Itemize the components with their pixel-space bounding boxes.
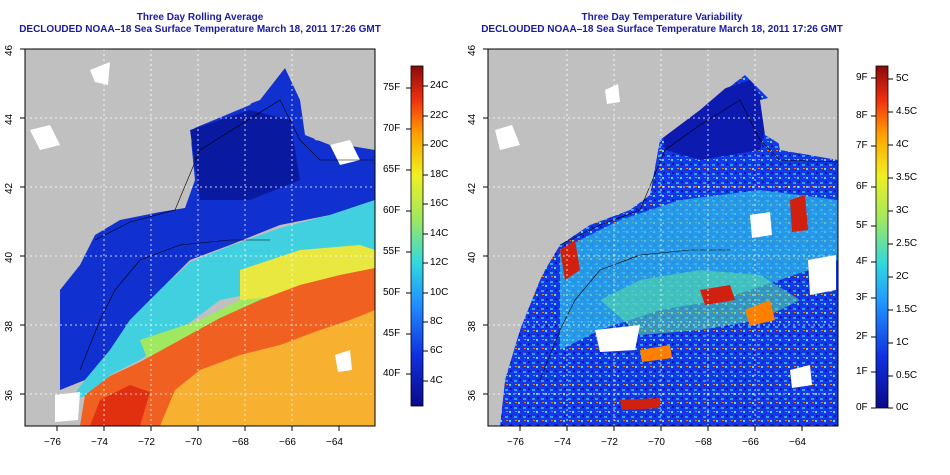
colorbar-c-label: 1.5C — [896, 304, 918, 315]
right-map-frame — [487, 48, 839, 427]
x-tick: −64 — [789, 437, 806, 448]
y-tick: 42 — [4, 182, 15, 194]
colorbar-c-label: 22C — [430, 110, 449, 121]
x-tick: −70 — [185, 437, 202, 448]
colorbar-c-label: 20C — [430, 139, 449, 150]
x-tick: −72 — [601, 437, 618, 448]
colorbar-c-label: 3.5C — [896, 172, 918, 183]
colorbar-c-label: 4C — [896, 139, 909, 150]
colorbar-c-label: 10C — [430, 287, 449, 298]
left-map-title: Three Day Rolling Average — [136, 12, 264, 23]
x-tick: −68 — [232, 437, 249, 448]
y-tick: 40 — [467, 251, 478, 263]
x-tick: −66 — [742, 437, 759, 448]
colorbar-c-label: 2.5C — [896, 238, 918, 249]
colorbar-c-label: 3C — [896, 205, 909, 216]
y-tick: 38 — [467, 320, 478, 332]
right-map-subtitle: DECLOUDED NOAA–18 Sea Surface Temperatur… — [481, 24, 843, 35]
x-tick: −64 — [326, 437, 343, 448]
y-tick: 44 — [467, 113, 478, 125]
colorbar-f-label: 4F — [856, 256, 868, 267]
colorbar-f-label: 50F — [383, 287, 401, 298]
colorbar-c-label: 6C — [430, 345, 443, 356]
colorbar-f-label: 5F — [856, 220, 868, 231]
x-tick: −66 — [279, 437, 296, 448]
colorbar-f-label: 7F — [856, 140, 868, 151]
colorbar-c-label: 0.5C — [896, 370, 918, 381]
left-map-frame — [24, 48, 376, 427]
x-tick: −70 — [648, 437, 665, 448]
colorbar-c-label: 12C — [430, 257, 449, 268]
x-tick: −72 — [138, 437, 155, 448]
colorbar-f-label: 65F — [383, 164, 401, 175]
x-tick: −68 — [695, 437, 712, 448]
colorbar-c-label: 8C — [430, 316, 443, 327]
y-tick: 42 — [467, 182, 478, 194]
x-tick: −76 — [507, 437, 524, 448]
y-tick: 38 — [4, 320, 15, 332]
colorbar-c-label: 4C — [430, 375, 443, 386]
colorbar-f-label: 3F — [856, 292, 868, 303]
left-colorbar — [410, 65, 424, 407]
colorbar-f-label: 60F — [383, 205, 401, 216]
x-tick: −76 — [44, 437, 61, 448]
colorbar-c-label: 16C — [430, 198, 449, 209]
colorbar-f-label: 1F — [856, 366, 868, 377]
colorbar-f-label: 9F — [856, 72, 868, 83]
left-sst-map — [25, 49, 375, 426]
colorbar-c-label: 0C — [896, 402, 909, 413]
colorbar-f-label: 40F — [383, 368, 401, 379]
axis-ticks — [20, 48, 803, 431]
colorbar-f-label: 45F — [383, 328, 401, 339]
colorbar-f-label: 2F — [856, 331, 868, 342]
colorbar-c-label: 14C — [430, 228, 449, 239]
colorbar-c-label: 1C — [896, 337, 909, 348]
colorbar-f-label: 75F — [383, 82, 401, 93]
colorbar-f-label: 55F — [383, 246, 401, 257]
colorbar-c-label: 4.5C — [896, 106, 918, 117]
colorbar-c-label: 24C — [430, 80, 449, 91]
colorbar-f-label: 70F — [383, 123, 401, 134]
right-map-title: Three Day Temperature Variability — [581, 12, 743, 23]
x-tick: −74 — [91, 437, 108, 448]
colorbar-f-label: 6F — [856, 181, 868, 192]
colorbar-c-label: 18C — [430, 169, 449, 180]
colorbar-c-label: 2C — [896, 271, 909, 282]
y-tick: 46 — [467, 44, 478, 56]
right-colorbar — [875, 65, 889, 409]
left-map-subtitle: DECLOUDED NOAA–18 Sea Surface Temperatur… — [19, 24, 381, 35]
y-tick: 36 — [4, 389, 15, 401]
right-variability-map — [488, 49, 838, 426]
colorbar-f-label: 0F — [856, 402, 868, 413]
colorbar-c-label: 5C — [896, 73, 909, 84]
colorbar-f-label: 8F — [856, 110, 868, 121]
y-tick: 36 — [467, 389, 478, 401]
x-tick: −74 — [554, 437, 571, 448]
y-tick: 46 — [4, 44, 15, 56]
y-tick: 40 — [4, 251, 15, 263]
y-tick: 44 — [4, 113, 15, 125]
